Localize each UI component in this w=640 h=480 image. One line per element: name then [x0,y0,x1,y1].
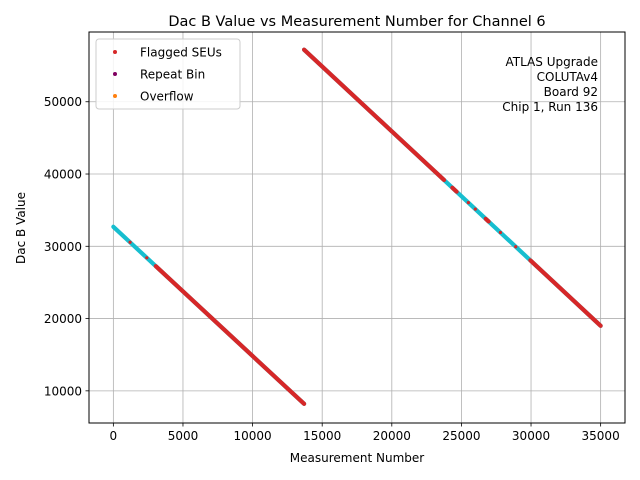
x-tick-label: 30000 [512,429,550,443]
flagged-seu-point [128,240,132,244]
legend-label-flagged-seus: Flagged SEUs [140,46,222,60]
annotation-line-3: Board 92 [544,85,598,99]
legend-box [95,38,241,110]
x-tick-label: 0 [110,429,118,443]
plot-frame [88,31,626,424]
x-tick-label: 35000 [582,429,620,443]
y-axis-ticks: 10000 20000 30000 40000 50000 [44,95,89,398]
legend-marker-flagged-seus [113,50,117,54]
x-tick-label: 15000 [303,429,341,443]
flagged-seu-point [473,207,477,211]
y-axis-label: Dac B Value [14,192,28,264]
x-tick-label: 20000 [373,429,411,443]
y-tick-label: 30000 [44,240,82,254]
flagged-seu-point [498,230,502,235]
flagged-seu-run [528,258,603,328]
legend-marker-overflow [113,94,117,98]
flagged-seu-run [153,264,307,406]
flagged-seu-point [145,256,149,260]
x-axis-ticks: 0 5000 10000 15000 20000 25000 30000 35000 [110,423,620,443]
y-tick-label: 10000 [44,384,82,398]
legend-label-overflow: Overflow [140,90,194,104]
annotation-line-2: COLUTAv4 [537,70,598,84]
x-tick-label: 5000 [168,429,199,443]
flagged-seu-run [483,216,491,224]
x-tick-label: 10000 [233,429,271,443]
x-axis-label: Measurement Number [290,451,424,465]
y-tick-label: 50000 [44,95,82,109]
legend-marker-repeat-bin [113,72,117,76]
annotation-line-4: Chip 1, Run 136 [502,100,598,114]
legend: Flagged SEUs Repeat Bin Overflow [95,38,241,110]
flagged-seu-point [452,188,457,192]
legend-label-repeat-bin: Repeat Bin [140,68,205,82]
flagged-seu-point [514,245,518,249]
y-tick-label: 20000 [44,312,82,326]
x-tick-label: 25000 [442,429,480,443]
annotation: ATLAS Upgrade COLUTAv4 Board 92 Chip 1, … [502,55,598,114]
y-tick-label: 40000 [44,168,82,182]
flagged-seu-point [466,201,470,205]
chart-title: Dac B Value vs Measurement Number for Ch… [168,14,545,30]
annotation-line-1: ATLAS Upgrade [505,55,598,69]
series [111,47,603,406]
flagged-seu-run [301,47,447,183]
